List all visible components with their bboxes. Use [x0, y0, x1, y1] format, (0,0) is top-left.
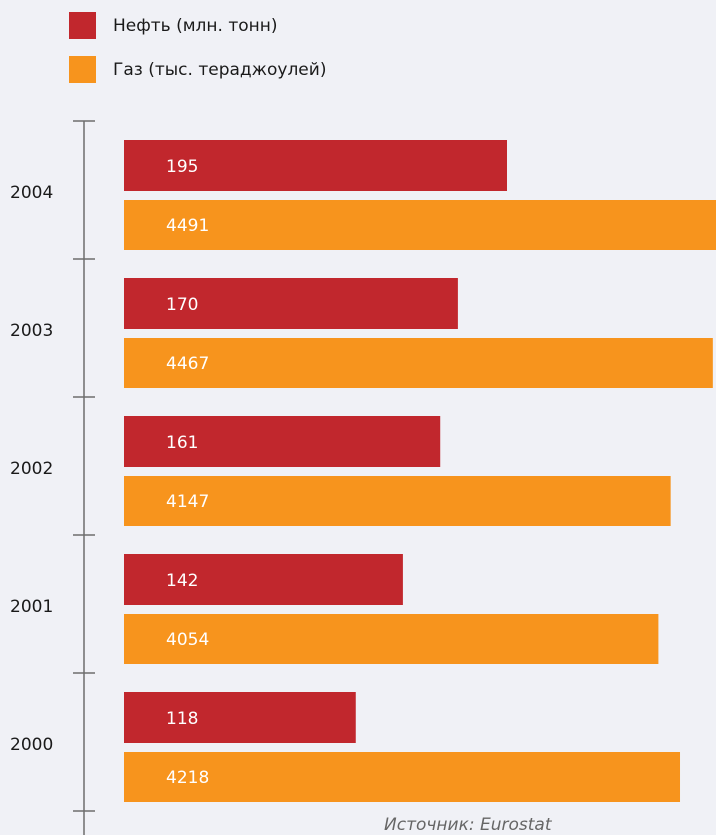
- bar-oil: [124, 416, 441, 467]
- bar-gas: [124, 200, 716, 250]
- category-label: 2002: [10, 459, 53, 479]
- legend-label-oil: Нефть (млн. тонн): [113, 16, 278, 36]
- category-label: 2004: [10, 183, 53, 203]
- bar-gas: [124, 614, 659, 664]
- bar-oil: [124, 140, 507, 191]
- bar-gas-value-label: 4218: [166, 768, 209, 788]
- bar-gas-value-label: 4054: [166, 630, 209, 650]
- bar-oil-value-label: 195: [166, 157, 198, 177]
- legend-swatch-oil: [69, 12, 96, 39]
- bar-oil-value-label: 170: [166, 295, 198, 315]
- legend-label-gas: Газ (тыс. тераджоулей): [113, 60, 327, 80]
- category-label: 2001: [10, 597, 53, 617]
- bar-gas: [124, 338, 713, 388]
- category-label: 2003: [10, 321, 53, 341]
- bar-oil-value-label: 142: [166, 571, 198, 591]
- source-name: Eurostat: [479, 815, 552, 835]
- bar-oil: [124, 554, 403, 605]
- bar-gas-value-label: 4491: [166, 216, 209, 236]
- bar-oil: [124, 692, 356, 743]
- bar-oil: [124, 278, 458, 329]
- bar-gas-value-label: 4467: [166, 354, 209, 374]
- bar-gas: [124, 752, 681, 802]
- bar-gas-value-label: 4147: [166, 492, 209, 512]
- source-label: Источник:: [384, 815, 480, 835]
- bar-gas: [124, 476, 671, 526]
- category-label: 2000: [10, 735, 53, 755]
- bar-oil-value-label: 118: [166, 709, 198, 729]
- bar-oil-value-label: 161: [166, 433, 198, 453]
- source-note: Источник: Eurostat: [384, 815, 552, 835]
- legend-swatch-gas: [69, 56, 96, 83]
